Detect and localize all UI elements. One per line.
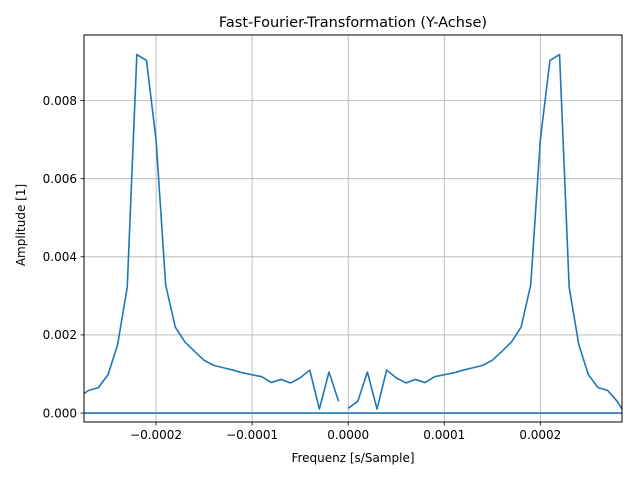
x-axis-label: Frequenz [s/Sample] <box>291 451 414 465</box>
y-axis-ticks: 0.000 0.002 0.004 0.006 0.008 <box>43 94 84 420</box>
chart-title: Fast-Fourier-Transformation (Y-Achse) <box>219 15 487 31</box>
plot-frame <box>83 34 623 423</box>
y-tick-label: 0.002 <box>43 328 77 342</box>
x-tick-label: −0.0001 <box>226 428 278 442</box>
x-tick-label: −0.0002 <box>130 428 182 442</box>
y-tick-label: 0.000 <box>43 406 77 420</box>
x-tick-label: 0.0000 <box>327 428 369 442</box>
y-tick-label: 0.008 <box>43 94 77 108</box>
series-group <box>83 53 623 414</box>
x-tick-label: 0.0001 <box>423 428 465 442</box>
y-tick-label: 0.004 <box>43 250 77 264</box>
series-line-1 <box>347 53 623 410</box>
x-tick-label: 0.0002 <box>519 428 561 442</box>
y-axis-label: Amplitude [1] <box>14 184 28 266</box>
x-axis-ticks: −0.0002 −0.0001 0.0000 0.0001 0.0002 <box>130 422 561 442</box>
y-tick-label: 0.006 <box>43 172 77 186</box>
series-line-0 <box>83 53 340 410</box>
